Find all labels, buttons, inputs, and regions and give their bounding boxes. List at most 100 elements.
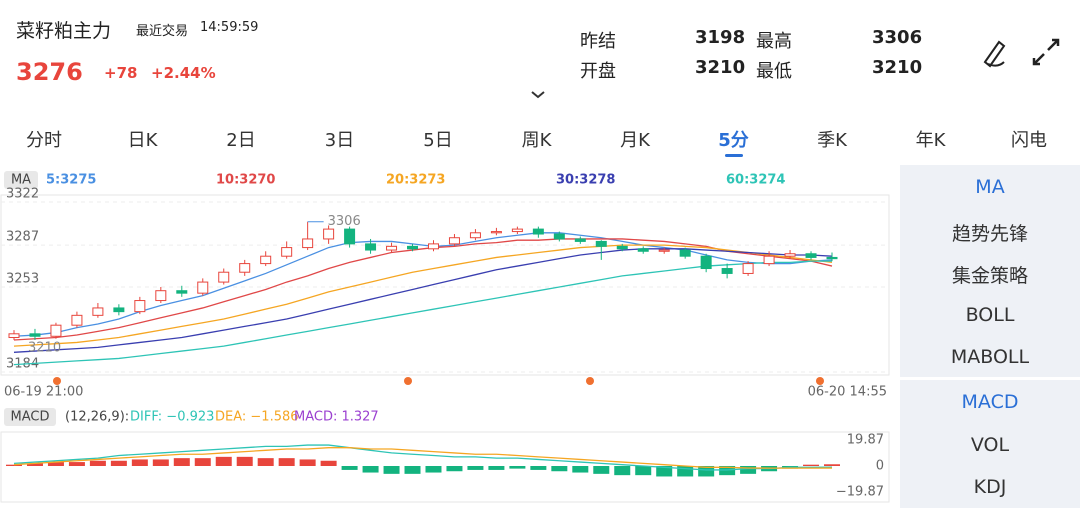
macd-badge-text: MACD: [11, 410, 50, 425]
ma-line: [13, 248, 833, 353]
macd-bar: [299, 459, 316, 466]
draw-icon[interactable]: [983, 40, 1006, 68]
menu-item[interactable]: BOLL: [965, 303, 1015, 326]
tab-underline: [724, 154, 743, 157]
macd-label: MACD: 1.327: [294, 410, 379, 425]
tab[interactable]: 5分: [718, 130, 749, 151]
macd-bar: [278, 458, 295, 466]
macd-bar: [383, 466, 400, 474]
y-tick-label: 3322: [6, 187, 39, 202]
tab[interactable]: 2日: [226, 130, 256, 151]
macd-bar: [257, 458, 274, 466]
menu-panel: [900, 165, 1080, 377]
tab[interactable]: 年K: [915, 130, 946, 151]
header-icons: [531, 38, 1060, 99]
macd-bar: [173, 458, 190, 466]
x-end: 06-20 14:55: [808, 385, 887, 400]
menu-item[interactable]: 集金策略: [951, 265, 1028, 287]
candle-body: [448, 237, 460, 245]
stat-value: 3198: [695, 27, 746, 48]
y-tick-label: 19.87: [847, 433, 884, 448]
candle-body: [490, 231, 502, 234]
tab[interactable]: 分时: [26, 130, 62, 151]
tab[interactable]: 日K: [127, 130, 158, 151]
macd-bar: [551, 466, 568, 472]
candle-body: [134, 300, 146, 313]
macd-bar: [530, 466, 547, 470]
macd-bar: [131, 459, 148, 466]
candle-body: [92, 307, 104, 316]
menu-item[interactable]: KDJ: [973, 476, 1007, 498]
legend-item: 20:3273: [386, 173, 445, 188]
stat-label: 昨结: [580, 31, 616, 52]
menu-item[interactable]: MA: [975, 176, 1005, 198]
candle-body: [71, 314, 83, 326]
stat-value: 3210: [872, 57, 923, 78]
fullscreen-icon[interactable]: [1032, 38, 1060, 66]
macd-bar: [446, 466, 463, 472]
event-dot[interactable]: [404, 377, 412, 385]
candle-body: [721, 268, 733, 274]
tab[interactable]: 季K: [817, 130, 847, 151]
expand-icon[interactable]: [531, 91, 545, 99]
menu-item[interactable]: 趋势先锋: [951, 222, 1028, 245]
macd-bar: [26, 463, 43, 466]
candle-body: [700, 255, 712, 270]
stat-label: 最低: [756, 61, 792, 82]
diff-line: [13, 444, 833, 471]
tab[interactable]: 3日: [324, 130, 355, 151]
macd-bar: [467, 466, 484, 470]
macd-bar: [152, 459, 169, 466]
tab[interactable]: 闪电: [1011, 130, 1047, 151]
candle-body: [805, 253, 817, 258]
menu-item[interactable]: MACD: [961, 391, 1019, 413]
candle-body: [511, 228, 523, 233]
event-dot[interactable]: [53, 377, 61, 385]
menu-item[interactable]: MABOLL: [950, 346, 1030, 368]
macd-bar: [572, 466, 589, 473]
ma-line: [13, 244, 833, 347]
stat-value: 3210: [695, 57, 746, 78]
ma-badge[interactable]: [4, 171, 38, 189]
macd-bar: [740, 466, 757, 474]
candle-body: [218, 271, 230, 283]
dea-line: [13, 447, 833, 469]
macd-bar: [488, 466, 505, 470]
event-dot[interactable]: [586, 377, 594, 385]
ma-line: [13, 232, 833, 337]
trade-time: 14:59:59: [200, 20, 259, 35]
macd-bar: [425, 466, 442, 473]
tab[interactable]: 周K: [521, 130, 552, 151]
macd-bar: [341, 466, 358, 470]
event-dot[interactable]: [816, 377, 824, 385]
trade-label: 最近交易: [136, 24, 189, 39]
tab[interactable]: 月K: [620, 130, 650, 151]
macd-bar: [593, 466, 610, 474]
candle-body: [386, 245, 398, 251]
macd-bar: [719, 466, 736, 476]
price: 3276: [16, 58, 83, 86]
candle-body: [658, 249, 670, 252]
macd-bar: [698, 466, 715, 477]
menu-item[interactable]: VOL: [970, 433, 1010, 456]
legend-item: 5:3275: [46, 173, 96, 188]
macd-badge[interactable]: [4, 408, 56, 426]
low-label: 3210: [28, 340, 61, 355]
chart: MA MACD (12,26,9): DIFF: −0.923 DEA: −1.…: [0, 171, 890, 503]
candle-body: [239, 263, 251, 273]
candle-body: [344, 228, 356, 245]
tab[interactable]: 5日: [423, 130, 453, 151]
candle-body: [407, 245, 419, 250]
macd-bar: [803, 464, 820, 466]
candle-body: [553, 233, 565, 240]
macd-bar: [236, 456, 253, 466]
macd-bar: [194, 458, 211, 466]
candle-body: [784, 253, 796, 257]
macd-bar: [215, 456, 232, 466]
candle-body: [176, 290, 188, 294]
candle-body: [8, 333, 20, 339]
menu-panel: [900, 380, 1080, 508]
legend-item: 30:3278: [556, 173, 615, 188]
macd-bar: [509, 466, 526, 469]
candle-body: [826, 256, 838, 260]
